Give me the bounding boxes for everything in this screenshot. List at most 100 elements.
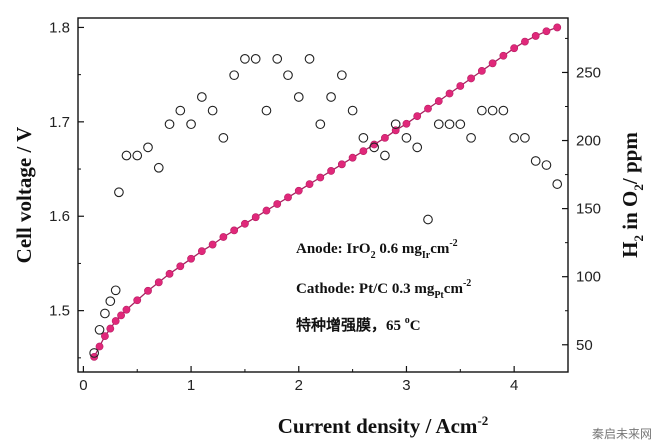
voltage-point [456, 82, 465, 90]
cell-voltage-series [90, 23, 562, 361]
voltage-point [187, 254, 195, 263]
annotation-part: Cathode: Pt/C 0.3 mg [296, 281, 435, 297]
voltage-point [531, 32, 540, 40]
voltage-point [219, 233, 228, 241]
h2-point [114, 187, 124, 198]
h2-point [509, 132, 520, 143]
h2-point [164, 119, 175, 130]
h2-point [530, 156, 541, 166]
y-right-tick-label: 50 [576, 337, 593, 354]
voltage-point [241, 219, 249, 228]
h2-point [304, 53, 315, 64]
plot-frame [77, 17, 569, 373]
voltage-point [488, 59, 497, 68]
h2-point [433, 119, 444, 130]
annotation-part: -2 [463, 278, 471, 289]
voltage-point [111, 317, 120, 325]
voltage-point [144, 286, 152, 295]
annotation-part: C [410, 318, 421, 334]
x-axis-ticks: 0 1 2 3 4 [79, 366, 518, 394]
h2-point [412, 142, 423, 153]
voltage-point [477, 66, 486, 75]
voltage-point [337, 160, 346, 169]
watermark: 秦启未来网 [592, 427, 652, 441]
annotations: Anode: IrO2 0.6 mgIrcm-2 Cathode: Pt/C 0.… [296, 238, 471, 334]
h2-point [293, 92, 304, 102]
h2-point [143, 142, 153, 153]
h2-point [347, 105, 358, 116]
h2-point [552, 179, 563, 189]
annotation-part: 特种增强膜，65 [296, 316, 405, 334]
h2-point [336, 70, 347, 81]
h2-point [369, 142, 380, 153]
y-right-axis-title: H2 in O2/ ppm [618, 132, 646, 258]
h2-point [520, 132, 530, 143]
voltage-point [327, 167, 335, 175]
h2-point [110, 285, 121, 296]
h2-point [401, 132, 412, 143]
y-right-tick-label: 100 [576, 269, 601, 286]
h2-point [283, 70, 293, 81]
voltage-point [467, 74, 475, 83]
h2-point [229, 70, 240, 81]
annotation-line-1: Anode: IrO2 0.6 mgIrcm-2 [296, 238, 458, 261]
y-right-tick-label: 250 [576, 64, 601, 81]
voltage-point [95, 342, 104, 351]
annotation-part: cm [444, 281, 464, 297]
h2-point [498, 105, 509, 116]
voltage-point [316, 173, 325, 182]
h2-point [196, 92, 207, 102]
y-left-tick-label: 1.8 [49, 19, 70, 36]
h2-point [272, 53, 283, 64]
h2-point [121, 150, 132, 161]
h2-point [466, 132, 476, 143]
voltage-point [101, 332, 109, 341]
y-right-tick-label: 150 [576, 201, 601, 218]
annotation-part: -2 [449, 238, 457, 249]
y-left-axis-title: Cell voltage / V [12, 127, 36, 264]
x-axis-title: Current density / Acm-2 [278, 413, 489, 438]
annotation-part: 2 [371, 250, 376, 261]
voltage-point [542, 27, 551, 36]
y-right-axis-ticks: 50 100 150 200 250 [562, 37, 601, 354]
annotation-part: o [405, 315, 410, 326]
voltage-point [424, 104, 432, 113]
h2-point [315, 119, 326, 130]
annotation-part: Pt [434, 290, 444, 301]
voltage-point [262, 206, 271, 215]
annotation-part: Anode: IrO [296, 241, 371, 257]
x-tick-label: 0 [79, 377, 87, 394]
h2-point [261, 105, 272, 116]
h2-point [207, 105, 218, 116]
voltage-point [230, 226, 239, 235]
voltage-point [553, 23, 562, 32]
voltage-point [499, 51, 508, 60]
h2-point [487, 105, 498, 116]
voltage-point [208, 240, 217, 249]
voltage-point [106, 324, 115, 333]
voltage-point [294, 186, 303, 195]
h2-point [240, 53, 250, 64]
annotation-part: Ir [422, 250, 431, 261]
h2-point [423, 214, 433, 225]
h2-point [175, 105, 186, 116]
voltage-point [133, 296, 142, 305]
h2-point [541, 160, 552, 170]
h2-point [250, 53, 261, 64]
h2-point [105, 296, 116, 307]
h2-point [358, 132, 369, 143]
voltage-point [165, 269, 174, 278]
h2-point [89, 348, 100, 358]
voltage-point [197, 247, 206, 256]
h2-point [153, 162, 164, 173]
x-tick-label: 2 [295, 377, 303, 394]
h2-point [218, 132, 229, 143]
voltage-point [154, 278, 163, 287]
annotation-part: cm [430, 241, 450, 257]
h2-point [326, 92, 336, 102]
h2-point [186, 119, 196, 130]
voltage-point [251, 213, 260, 222]
h2-point [476, 105, 487, 116]
voltage-point [122, 305, 131, 314]
